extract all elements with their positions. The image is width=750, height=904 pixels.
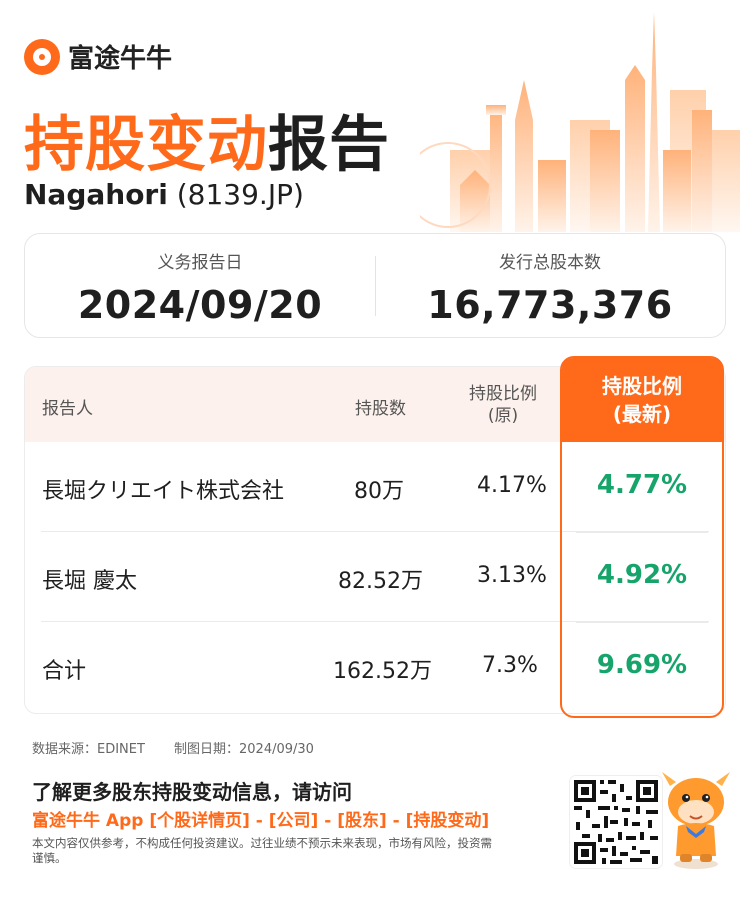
page-title: 持股变动报告 [24,96,390,183]
bull-mascot-icon [662,772,730,869]
table-row: 長堀クリエイト株式会社 80万 4.17% [25,442,725,532]
header-ratio-latest: 持股比例 (最新) [562,358,722,442]
header-holdings: 持股数 [355,399,406,419]
summary-card: 义务报告日 2024/09/20 发行总股本数 16,773,376 [24,233,726,338]
row-ratio-original: 3.13% [477,563,547,588]
city-skyline-illustration [420,10,750,232]
report-date-block: 义务报告日 2024/09/20 [25,234,375,327]
brand-name: 富途牛牛 [68,44,173,74]
row-divider [41,621,709,622]
cta-app-path[interactable]: 富途牛牛 App [个股详情页] - [公司] - [股东] - [持股变动] [32,811,490,831]
row-holdings: 162.52万 [333,659,432,684]
row-divider [576,532,708,533]
total-shares-label: 发行总股本数 [499,253,601,273]
row-reporter: 合计 [42,659,87,684]
row-divider [576,622,708,623]
company-subtitle: Nagahori (8139.JP) [24,178,304,211]
qr-code-icon[interactable] [570,776,662,868]
report-date-value: 2024/09/20 [77,283,323,327]
title-highlight: 持股变动 [24,110,268,180]
futu-logo-icon [24,38,60,75]
row-ratio-original: 7.3% [482,653,538,678]
header-ratio-original: 持股比例 (原) [467,383,539,427]
row-holdings: 80万 [354,479,404,504]
latest-ratio-column: 持股比例 (最新) 4.77% 4.92% 9.69% [560,356,724,718]
report-date-label: 义务报告日 [157,253,243,273]
company-name: Nagahori [24,178,168,211]
row-holdings: 82.52万 [338,569,423,594]
header-ratio-latest-line1: 持股比例 [602,374,682,398]
header-ratio-original-line2: (原) [487,406,519,426]
row-ratio-original: 4.17% [477,473,547,498]
row-reporter: 長堀 慶太 [42,569,137,594]
title-rest: 报告 [268,110,390,180]
table-row: 長堀 慶太 82.52万 3.13% [25,532,725,622]
total-shares-block: 发行总股本数 16,773,376 [375,234,725,327]
card-divider [375,256,376,316]
row-divider [41,531,709,532]
header-ratio-original-line1: 持股比例 [469,384,537,404]
brand-logo: 富途牛牛 [24,38,172,75]
row-ratio-latest: 4.77% [596,470,688,500]
header-reporter: 报告人 [42,399,93,419]
data-source: 数据来源：EDINET [32,742,145,757]
table-row: 合计 162.52万 7.3% [25,622,725,712]
header-ratio-latest-line2: (最新) [612,402,672,426]
chart-date: 制图日期：2024/09/30 [174,742,314,757]
disclaimer: 本文内容仅供参考，不构成任何投资建议。过往业绩不预示未来表现，市场有风险，投资需… [32,836,492,865]
row-ratio-latest: 9.69% [596,650,688,680]
company-code: (8139.JP) [176,178,304,211]
cta-heading: 了解更多股东持股变动信息，请访问 [32,780,352,804]
row-reporter: 長堀クリエイト株式会社 [42,479,285,504]
row-ratio-latest: 4.92% [596,560,688,590]
total-shares-value: 16,773,376 [427,283,673,327]
